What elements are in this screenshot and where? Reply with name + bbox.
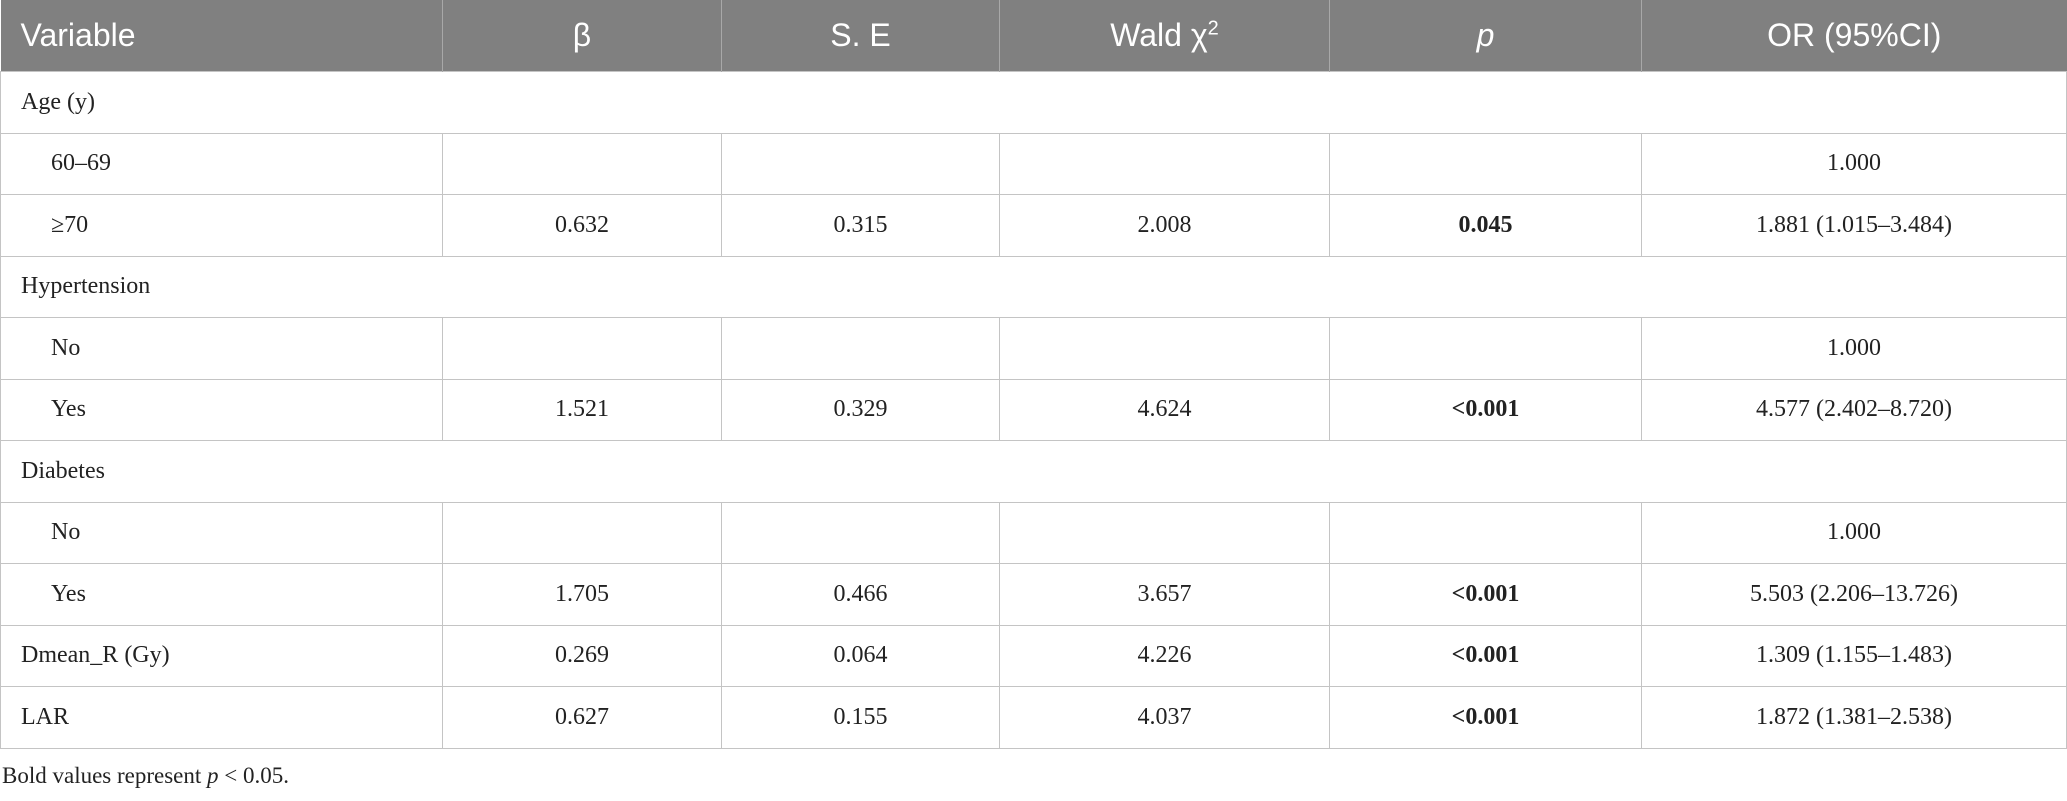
data-row: No 1.000 xyxy=(0,501,2067,564)
group-title: Diabetes xyxy=(0,440,2067,503)
footnote-text: < 0.05. xyxy=(218,762,290,788)
empty-cell xyxy=(442,317,722,380)
cell: 1.000 xyxy=(1641,317,2067,380)
cell: 4.037 xyxy=(999,686,1330,749)
cell: 1.309 (1.155–1.483) xyxy=(1641,624,2067,687)
cell: <0.001 xyxy=(1329,686,1642,749)
group-row: Diabetes xyxy=(0,440,2067,503)
empty-cell xyxy=(999,317,1330,380)
empty-cell xyxy=(1329,132,1642,195)
footnote-text: p xyxy=(207,762,219,788)
row-label: Dmean_R (Gy) xyxy=(0,624,443,687)
data-row: No 1.000 xyxy=(0,317,2067,380)
empty-cell xyxy=(442,132,722,195)
group-title: Hypertension xyxy=(0,255,2067,318)
cell: 1.000 xyxy=(1641,132,2067,195)
header-row: Variable β S. E Wald χ2 p OR (95%CI) xyxy=(0,0,2067,72)
header-text: Wald χ xyxy=(1110,17,1208,53)
empty-cell xyxy=(721,501,1000,564)
cell: 1.872 (1.381–2.538) xyxy=(1641,686,2067,749)
cell: 1.705 xyxy=(442,563,722,626)
header-cell: β xyxy=(442,0,722,72)
empty-cell xyxy=(721,132,1000,195)
empty-cell xyxy=(999,501,1330,564)
cell: 0.269 xyxy=(442,624,722,687)
row-label: Yes xyxy=(0,563,443,626)
data-row: Yes 1.521 0.329 4.624 <0.001 4.577 (2.402–8.7… xyxy=(0,378,2067,441)
cell: 5.503 (2.206–13.726) xyxy=(1641,563,2067,626)
data-row: Dmean_R (Gy) 0.269 0.064 4.226 <0.001 1.309 (… xyxy=(0,624,2067,687)
cell: 0.329 xyxy=(721,378,1000,441)
header-sup: 2 xyxy=(1207,17,1219,40)
row-label: LAR xyxy=(0,686,443,749)
header-cell: S. E xyxy=(721,0,1000,72)
cell: <0.001 xyxy=(1329,378,1642,441)
cell: <0.001 xyxy=(1329,624,1642,687)
row-label: ≥70 xyxy=(0,194,443,257)
cell: <0.001 xyxy=(1329,563,1642,626)
row-label: No xyxy=(0,317,443,380)
cell: 1.521 xyxy=(442,378,722,441)
results-table: Variable β S. E Wald χ2 p OR (95%CI) Age (y) 6… xyxy=(0,0,2067,749)
group-row: Hypertension xyxy=(0,255,2067,318)
cell: 3.657 xyxy=(999,563,1330,626)
cell: 4.624 xyxy=(999,378,1330,441)
cell: 4.226 xyxy=(999,624,1330,687)
header-cell: p xyxy=(1329,0,1642,72)
cell: 1.881 (1.015–3.484) xyxy=(1641,194,2067,257)
header-cell: Wald χ2 xyxy=(999,0,1330,72)
data-row: Yes 1.705 0.466 3.657 <0.001 5.503 (2.206–13.… xyxy=(0,563,2067,626)
cell: 0.466 xyxy=(721,563,1000,626)
group-title: Age (y) xyxy=(0,71,2067,134)
data-row: 60–69 1.000 xyxy=(0,132,2067,195)
row-label: 60–69 xyxy=(0,132,443,195)
data-row: ≥70 0.632 0.315 2.008 0.045 1.881 (1.015–3.48… xyxy=(0,194,2067,257)
group-row: Age (y) xyxy=(0,71,2067,134)
empty-cell xyxy=(442,501,722,564)
cell: 0.155 xyxy=(721,686,1000,749)
empty-cell xyxy=(1329,317,1642,380)
cell: 0.315 xyxy=(721,194,1000,257)
cell: 0.045 xyxy=(1329,194,1642,257)
cell: 1.000 xyxy=(1641,501,2067,564)
cell: 0.064 xyxy=(721,624,1000,687)
empty-cell xyxy=(1329,501,1642,564)
cell: 0.632 xyxy=(442,194,722,257)
table-body: Age (y) 60–69 1.000 ≥70 0.632 0.315 2.008 0.045… xyxy=(0,71,2067,749)
empty-cell xyxy=(999,132,1330,195)
footnote: Bold values represent p < 0.05. xyxy=(2,763,2067,789)
footnote-text: Bold values represent xyxy=(2,762,208,788)
row-label: No xyxy=(0,501,443,564)
cell: 2.008 xyxy=(999,194,1330,257)
data-row: LAR 0.627 0.155 4.037 <0.001 1.872 (1.381–2.5… xyxy=(0,686,2067,749)
empty-cell xyxy=(721,317,1000,380)
cell: 0.627 xyxy=(442,686,722,749)
header-cell: OR (95%CI) xyxy=(1641,0,2067,72)
row-label: Yes xyxy=(0,378,443,441)
header-cell: Variable xyxy=(0,0,443,72)
cell: 4.577 (2.402–8.720) xyxy=(1641,378,2067,441)
